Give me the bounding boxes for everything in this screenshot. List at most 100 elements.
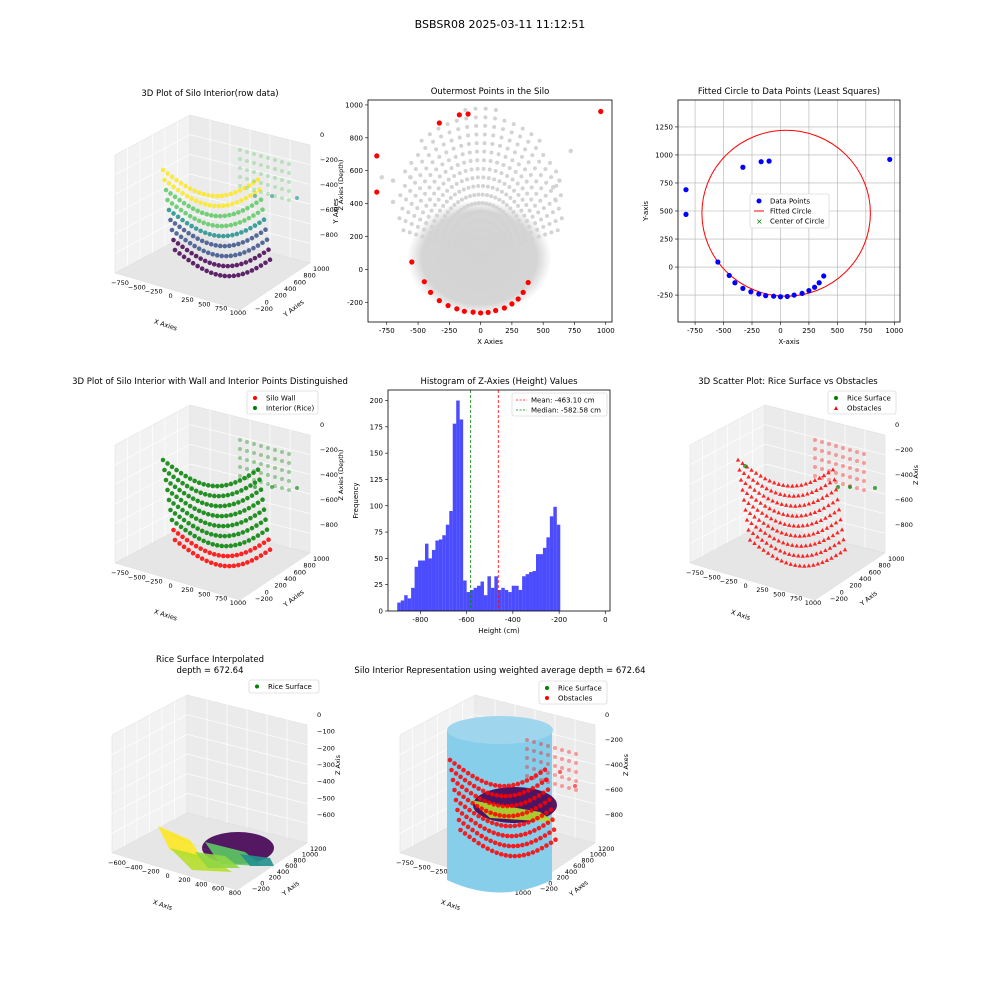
data-point xyxy=(567,786,571,790)
data-point xyxy=(520,780,525,785)
data-point xyxy=(259,471,263,475)
gray-point xyxy=(541,152,546,157)
data-point xyxy=(806,288,812,294)
data-point xyxy=(259,172,263,176)
y-tick-label: −200 xyxy=(252,885,270,893)
data-point xyxy=(213,503,219,509)
data-point xyxy=(251,470,256,476)
data-point xyxy=(462,804,468,810)
data-point xyxy=(280,196,284,200)
gray-point xyxy=(443,227,448,232)
data-point xyxy=(827,451,831,455)
data-point xyxy=(213,561,219,567)
gray-point xyxy=(482,149,487,154)
obstacle-marker xyxy=(797,533,802,538)
data-point xyxy=(222,563,228,569)
gray-point xyxy=(452,245,457,250)
data-point xyxy=(216,523,222,529)
gray-point xyxy=(469,167,474,172)
y-axis-label: Y-axis xyxy=(642,201,650,222)
data-point xyxy=(245,560,250,565)
gray-point xyxy=(548,188,553,193)
gray-point xyxy=(481,166,486,171)
obstacle-marker xyxy=(811,562,816,567)
obstacle-marker xyxy=(749,521,754,526)
data-point xyxy=(497,813,503,818)
y-tick-label: −200 xyxy=(255,305,273,313)
data-point xyxy=(217,273,223,278)
data-point xyxy=(253,485,257,489)
gray-point xyxy=(493,168,498,173)
data-point xyxy=(189,223,194,229)
data-point xyxy=(456,791,462,796)
obstacle-marker xyxy=(830,533,836,538)
gray-point xyxy=(424,203,429,208)
data-point xyxy=(455,781,460,786)
gray-point xyxy=(445,223,450,228)
data-point xyxy=(280,160,284,164)
data-point xyxy=(174,521,179,526)
data-point xyxy=(187,530,193,536)
obstacle-marker xyxy=(756,490,762,495)
data-point xyxy=(273,167,277,171)
data-point xyxy=(213,271,219,277)
data-point xyxy=(820,467,824,471)
obstacle-marker xyxy=(746,527,751,532)
data-point xyxy=(205,193,211,198)
data-point xyxy=(255,500,261,506)
gray-point xyxy=(480,201,485,206)
gray-point xyxy=(473,115,478,120)
data-point xyxy=(461,821,466,826)
gray-point xyxy=(414,232,419,237)
outermost-point xyxy=(478,310,484,316)
data-point xyxy=(254,265,259,271)
obstacle-marker xyxy=(777,520,783,525)
gray-point xyxy=(504,202,509,207)
y-tick-label: 800 xyxy=(350,134,363,142)
data-point xyxy=(205,540,211,546)
obstacle-marker xyxy=(800,553,805,558)
x-tick-label: -600 xyxy=(459,616,475,624)
gray-point xyxy=(482,132,487,137)
gray-point xyxy=(437,223,442,228)
obstacle-marker xyxy=(799,543,804,548)
gray-point xyxy=(420,234,425,239)
data-point xyxy=(233,480,238,485)
y-tick-label: −200 xyxy=(540,885,558,893)
data-point xyxy=(539,778,543,782)
z-tick-label: −400 xyxy=(317,778,335,786)
histogram-bar xyxy=(497,589,502,611)
data-point xyxy=(245,270,250,275)
data-point xyxy=(266,156,270,160)
y-tick-label: 1000 xyxy=(655,151,673,159)
obstacle-marker xyxy=(820,528,825,533)
data-point xyxy=(529,840,534,845)
data-point xyxy=(243,550,249,555)
histogram-bar xyxy=(466,592,471,611)
obstacle-marker xyxy=(740,487,745,492)
obstacle-marker xyxy=(809,552,815,557)
gray-point xyxy=(519,174,524,179)
data-point xyxy=(234,200,240,205)
data-point xyxy=(180,534,185,540)
data-point xyxy=(287,488,291,492)
y-tick-label: 600 xyxy=(573,862,585,870)
x-tick-label: 0 xyxy=(478,327,482,335)
data-point xyxy=(225,553,231,559)
data-point xyxy=(259,190,263,194)
gray-point xyxy=(409,201,414,206)
data-point xyxy=(553,782,557,786)
obstacle-marker xyxy=(826,470,831,475)
data-point xyxy=(530,850,536,855)
gray-point xyxy=(447,130,452,135)
obstacle-marker xyxy=(833,553,839,558)
obstacle-marker xyxy=(821,473,827,478)
data-point xyxy=(517,791,522,797)
data-point xyxy=(236,210,241,215)
gray-point xyxy=(511,210,516,215)
data-point xyxy=(220,523,226,529)
data-point xyxy=(477,796,483,801)
data-point xyxy=(201,481,207,487)
y-axis-label: Y Axis xyxy=(858,589,880,608)
obstacle-marker xyxy=(833,487,839,492)
